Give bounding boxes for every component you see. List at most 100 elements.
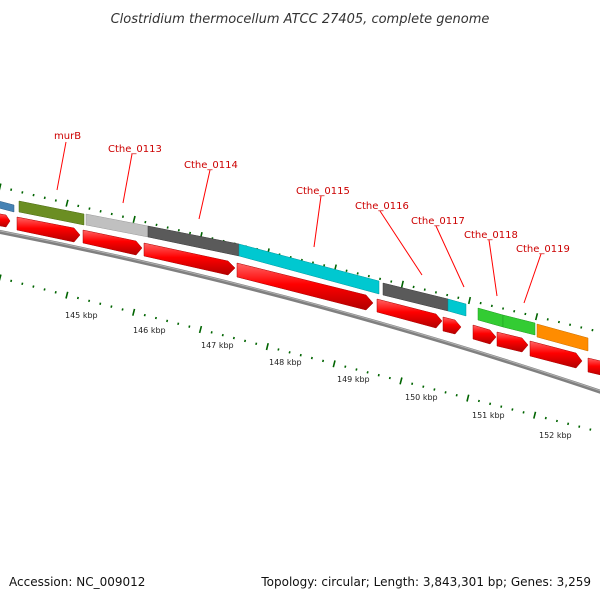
feature-cthe-0119[interactable] [502, 314, 536, 336]
cds-arrow[interactable] [472, 324, 497, 345]
cds-arrow[interactable] [143, 242, 236, 276]
minor-tick [21, 282, 24, 286]
minor-tick [388, 376, 391, 380]
minor-tick [434, 291, 437, 294]
feature-cthe-0117[interactable] [447, 298, 467, 317]
topology-summary: Topology: circular; Length: 3,843,301 bp… [260, 575, 591, 589]
cds-arrow[interactable] [0, 213, 11, 228]
minor-tick [43, 288, 46, 291]
minor-tick [110, 212, 113, 216]
minor-tick [557, 320, 560, 324]
major-tick [198, 325, 203, 334]
minor-tick [356, 272, 359, 275]
minor-tick [423, 288, 426, 291]
leader-cthe-0113 [122, 153, 133, 204]
outer-tick-row [0, 183, 594, 332]
minor-tick [367, 274, 370, 278]
cds-arrow[interactable] [496, 331, 529, 353]
minor-tick [288, 351, 291, 354]
minor-tick [524, 312, 527, 316]
cds-arrow[interactable] [236, 262, 374, 311]
gene-label-cthe-0114[interactable]: Cthe_0114 [184, 160, 238, 171]
minor-tick [121, 215, 124, 218]
minor-tick [323, 264, 326, 267]
minor-tick [76, 296, 79, 300]
minor-tick [490, 304, 493, 308]
kbp-labels: 145 kbp 146 kbp 147 kbp 148 kbp 149 kbp … [65, 311, 572, 440]
leader-cthe-0114 [198, 169, 211, 220]
feature-cthe-0115[interactable] [238, 243, 380, 295]
gene-labels: murB Cthe_0113 Cthe_0114 Cthe_0115 Cthe_… [54, 131, 570, 255]
major-tick [399, 377, 403, 385]
gene-label-cthe-0116[interactable]: Cthe_0116 [355, 201, 409, 212]
minor-tick [569, 323, 572, 326]
minor-tick [422, 385, 425, 388]
major-tick [132, 215, 136, 223]
minor-tick [88, 299, 91, 303]
minor-tick [54, 199, 57, 202]
major-tick [534, 313, 539, 321]
cds-arrow[interactable] [587, 357, 600, 376]
leader-cthe-0119 [523, 253, 542, 304]
cds-arrow[interactable] [82, 229, 143, 256]
minor-tick [144, 220, 147, 224]
minor-tick [457, 296, 460, 300]
leader-cthe-0117 [435, 225, 465, 288]
minor-tick [591, 328, 594, 332]
leader-murb [56, 141, 67, 191]
minor-tick [121, 308, 124, 311]
major-tick [65, 199, 69, 207]
minor-tick [177, 229, 180, 232]
major-tick [332, 360, 336, 368]
feature-blue[interactable] [0, 200, 15, 213]
minor-tick [589, 428, 592, 431]
kbp-label: 147 kbp [201, 341, 234, 350]
minor-tick [411, 382, 414, 385]
major-tick [400, 280, 404, 288]
minor-tick [177, 322, 180, 326]
major-tick [467, 296, 472, 305]
minor-tick [166, 319, 169, 323]
minor-tick [210, 331, 213, 334]
kbp-label: 149 kbp [337, 375, 370, 384]
gene-label-cthe-0117[interactable]: Cthe_0117 [411, 216, 465, 227]
minor-tick [546, 318, 549, 321]
gene-label-cthe-0118[interactable]: Cthe_0118 [464, 230, 518, 241]
minor-tick [88, 207, 91, 210]
feature-cthe-0118[interactable] [477, 307, 504, 328]
cds-arrow[interactable] [529, 340, 583, 369]
kbp-label: 146 kbp [133, 326, 166, 335]
feature-orange[interactable] [536, 323, 589, 352]
major-tick [265, 343, 269, 351]
minor-tick [500, 405, 503, 408]
gene-label-murb[interactable]: murB [54, 131, 81, 142]
cds-row [0, 213, 600, 376]
minor-tick [444, 391, 447, 394]
minor-tick [166, 226, 169, 229]
gene-label-cthe-0119[interactable]: Cthe_0119 [516, 244, 570, 255]
minor-tick [379, 277, 382, 281]
minor-tick [345, 269, 348, 272]
cds-arrow[interactable] [16, 216, 81, 243]
minor-tick [32, 285, 35, 288]
minor-tick [10, 188, 13, 191]
cds-arrow[interactable] [376, 298, 443, 329]
cds-arrow[interactable] [442, 316, 462, 335]
minor-tick [513, 309, 516, 313]
leader-cthe-0115 [313, 195, 322, 248]
gene-label-cthe-0113[interactable]: Cthe_0113 [108, 144, 162, 155]
minor-tick [99, 302, 102, 305]
inner-tick-row [0, 274, 592, 431]
gene-label-cthe-0115[interactable]: Cthe_0115 [296, 186, 350, 197]
kbp-label: 151 kbp [472, 411, 505, 420]
minor-tick [232, 336, 235, 340]
feature-row [0, 200, 589, 352]
major-tick [132, 308, 136, 316]
minor-tick [366, 371, 369, 374]
kbp-label: 145 kbp [65, 311, 98, 320]
minor-tick [580, 326, 583, 329]
feature-murb[interactable] [18, 200, 85, 226]
minor-tick [54, 290, 57, 294]
minor-tick [10, 279, 13, 283]
